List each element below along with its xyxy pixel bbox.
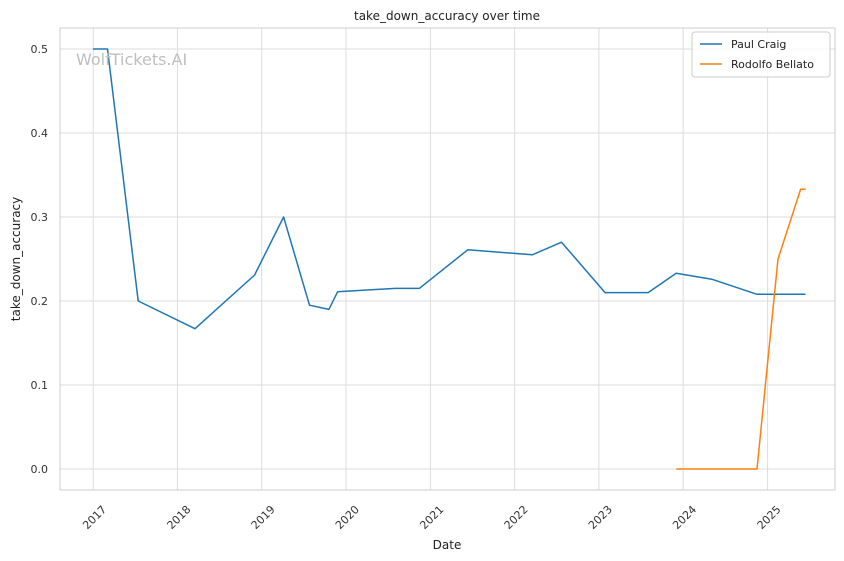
x-axis-label: Date <box>433 538 462 552</box>
watermark-text: WolfTickets.AI <box>76 50 187 69</box>
legend-label-paul-craig: Paul Craig <box>731 38 786 51</box>
x-tick-label: 2017 <box>80 503 109 532</box>
legend-label-rodolfo-bellato: Rodolfo Bellato <box>731 58 814 71</box>
y-tick-label: 0.2 <box>31 295 49 308</box>
x-tick-labels: 2017 2018 2019 2020 2021 2022 2023 2024 2025 <box>80 503 783 532</box>
plot-area-border <box>59 27 836 491</box>
x-tick-label: 2019 <box>249 503 278 532</box>
y-tick-label: 0.3 <box>31 211 49 224</box>
x-tick-label: 2021 <box>417 503 446 532</box>
legend-box <box>691 31 831 78</box>
series-line-paul-craig <box>93 48 806 330</box>
y-tick-label: 0.1 <box>31 379 49 392</box>
x-tick-label: 2022 <box>502 503 531 532</box>
axes-frame <box>59 27 836 491</box>
y-tick-label: 0.5 <box>31 43 49 56</box>
legend: Paul Craig Rodolfo Bellato <box>691 31 831 78</box>
y-tick-label: 0.4 <box>31 127 49 140</box>
x-tick-label: 2024 <box>670 503 699 532</box>
y-axis-label: take_down_accuracy <box>9 197 23 321</box>
x-tick-label: 2023 <box>586 503 615 532</box>
x-tick-label: 2025 <box>755 503 784 532</box>
series-line-rodolfo-bellato <box>676 188 806 470</box>
y-tick-label: 0.0 <box>31 463 49 476</box>
x-tick-label: 2020 <box>333 503 362 532</box>
series-lines <box>93 48 806 470</box>
grid-lines <box>60 28 835 490</box>
y-tick-labels: 0.0 0.1 0.2 0.3 0.4 0.5 <box>31 43 49 476</box>
chart-title: take_down_accuracy over time <box>354 9 540 23</box>
x-tick-label: 2018 <box>165 503 194 532</box>
